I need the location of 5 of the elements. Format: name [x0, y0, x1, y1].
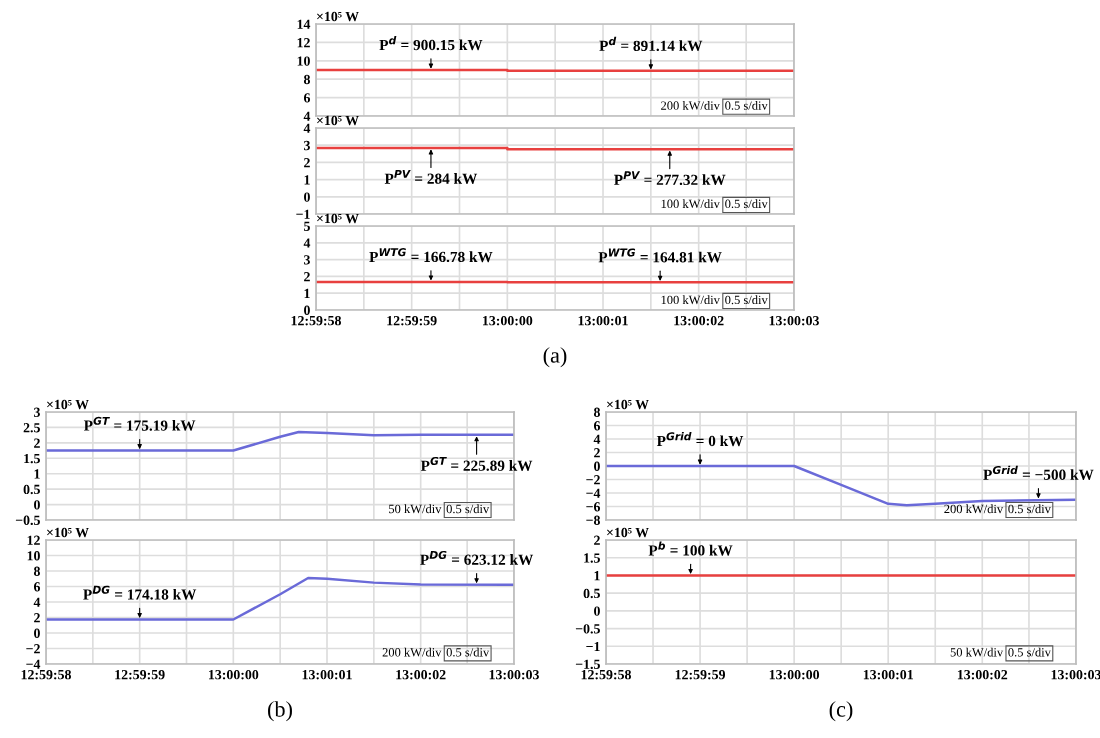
text: (c): [829, 701, 853, 722]
line-series: [46, 576, 514, 621]
line-series: [46, 430, 514, 452]
text: (b): [268, 701, 292, 722]
text: (a): [543, 347, 567, 368]
